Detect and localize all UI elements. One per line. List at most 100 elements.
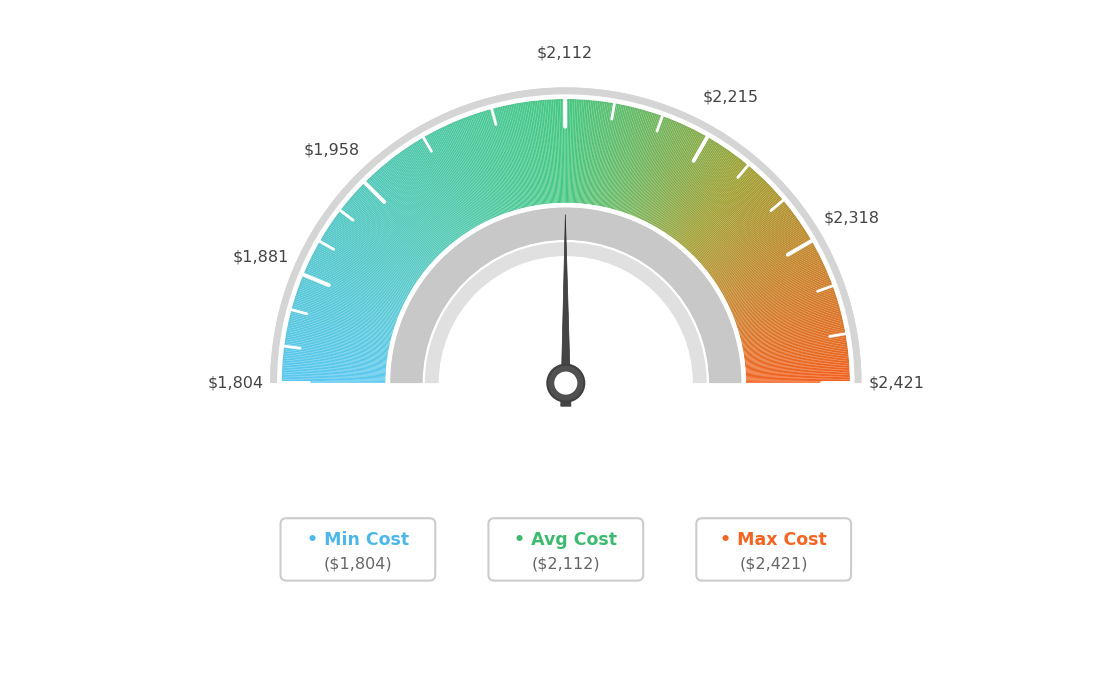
Wedge shape [418,134,475,228]
Wedge shape [406,141,467,233]
Wedge shape [591,97,607,205]
Wedge shape [690,174,766,253]
Wedge shape [710,209,797,275]
Wedge shape [426,129,480,225]
Wedge shape [393,150,459,239]
Wedge shape [311,246,407,298]
Wedge shape [626,111,664,214]
Wedge shape [510,99,532,206]
Wedge shape [641,121,689,220]
Wedge shape [586,96,601,204]
Wedge shape [601,100,624,206]
Wedge shape [623,109,658,213]
Wedge shape [526,97,542,205]
Text: $2,215: $2,215 [702,89,758,104]
Wedge shape [321,228,414,288]
Wedge shape [439,123,488,221]
Wedge shape [396,148,460,237]
Wedge shape [339,204,425,272]
Wedge shape [351,188,433,262]
Wedge shape [508,100,531,206]
Wedge shape [572,95,576,203]
Wedge shape [697,186,777,261]
Wedge shape [291,292,395,328]
Wedge shape [618,107,651,211]
Wedge shape [446,119,492,219]
Wedge shape [545,95,554,204]
Text: • Min Cost: • Min Cost [307,531,408,549]
Wedge shape [278,353,386,365]
Wedge shape [644,123,692,221]
Wedge shape [279,347,388,362]
Wedge shape [659,137,718,230]
Wedge shape [718,228,810,288]
Wedge shape [617,106,650,210]
Wedge shape [612,104,641,209]
Wedge shape [664,140,723,233]
Wedge shape [746,380,854,382]
Wedge shape [746,374,854,379]
Wedge shape [667,144,730,235]
Wedge shape [544,95,553,204]
Wedge shape [435,125,485,223]
Text: • Max Cost: • Max Cost [720,531,827,549]
Wedge shape [367,172,443,253]
Wedge shape [541,95,551,204]
Wedge shape [555,95,560,203]
Wedge shape [295,282,397,321]
Wedge shape [721,237,816,293]
Wedge shape [597,99,618,206]
Wedge shape [700,190,782,263]
Wedge shape [277,367,386,374]
Wedge shape [700,191,783,264]
Wedge shape [306,255,404,304]
Wedge shape [652,130,707,226]
Wedge shape [282,331,389,352]
Wedge shape [686,168,760,250]
Wedge shape [282,333,389,353]
Wedge shape [746,382,854,383]
Wedge shape [740,308,845,337]
Wedge shape [405,142,466,233]
Wedge shape [289,299,393,332]
Wedge shape [724,244,819,297]
Wedge shape [375,166,447,248]
Wedge shape [728,255,826,304]
Wedge shape [423,240,709,383]
Wedge shape [424,131,478,226]
Wedge shape [693,179,772,257]
Wedge shape [608,103,636,208]
Wedge shape [553,95,559,203]
Wedge shape [336,208,423,275]
Wedge shape [359,180,437,257]
Wedge shape [712,213,800,278]
Wedge shape [704,199,789,269]
Wedge shape [607,102,634,208]
Wedge shape [684,166,758,248]
Wedge shape [656,132,711,228]
Wedge shape [308,252,405,302]
Wedge shape [283,326,390,348]
Wedge shape [734,279,836,319]
Wedge shape [582,95,593,204]
Wedge shape [648,126,699,223]
Wedge shape [741,313,847,340]
Wedge shape [736,292,840,328]
Wedge shape [732,270,832,314]
Wedge shape [502,101,528,207]
Wedge shape [421,132,476,228]
Wedge shape [744,339,851,357]
Text: $1,804: $1,804 [208,375,264,391]
Circle shape [548,364,584,402]
Wedge shape [294,285,396,323]
Text: ($1,804): ($1,804) [323,557,392,572]
Wedge shape [735,287,839,324]
Wedge shape [707,202,792,271]
Wedge shape [469,110,507,213]
Text: $2,112: $2,112 [537,46,593,60]
Wedge shape [528,97,543,204]
Wedge shape [687,169,761,250]
Wedge shape [390,208,742,383]
Wedge shape [358,181,437,258]
Wedge shape [719,230,811,288]
